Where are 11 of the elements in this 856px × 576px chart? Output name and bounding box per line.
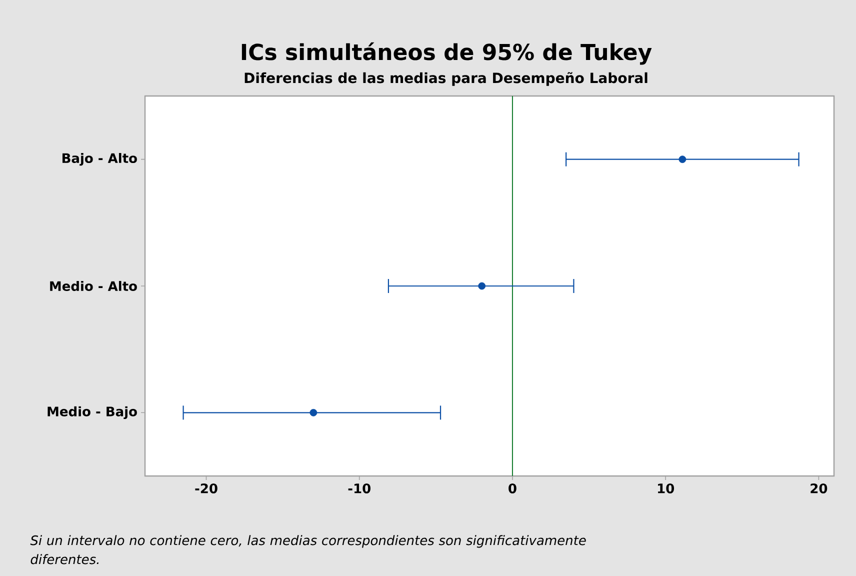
y-tick-label: Medio - Bajo <box>48 406 137 420</box>
x-tick-label: -10 <box>348 484 370 494</box>
x-tick-label: 20 <box>810 484 828 494</box>
x-tick-label: 0 <box>508 484 516 494</box>
x-tick-label: 10 <box>658 484 674 494</box>
y-tick-label: Medio - Alto <box>50 280 137 292</box>
chart-title: ICs simultáneos de 95% de Tukey <box>242 42 652 65</box>
text: Si un intervalo no contiene cero, las medias correspondientes son significativamente diferentes. <box>30 535 586 564</box>
x-tick-label: -20 <box>195 484 218 494</box>
chart-subtitle: Diferencias de las medias para Desempeño Laboral <box>244 72 648 86</box>
y-tick-label: Bajo - Alto <box>62 152 137 166</box>
